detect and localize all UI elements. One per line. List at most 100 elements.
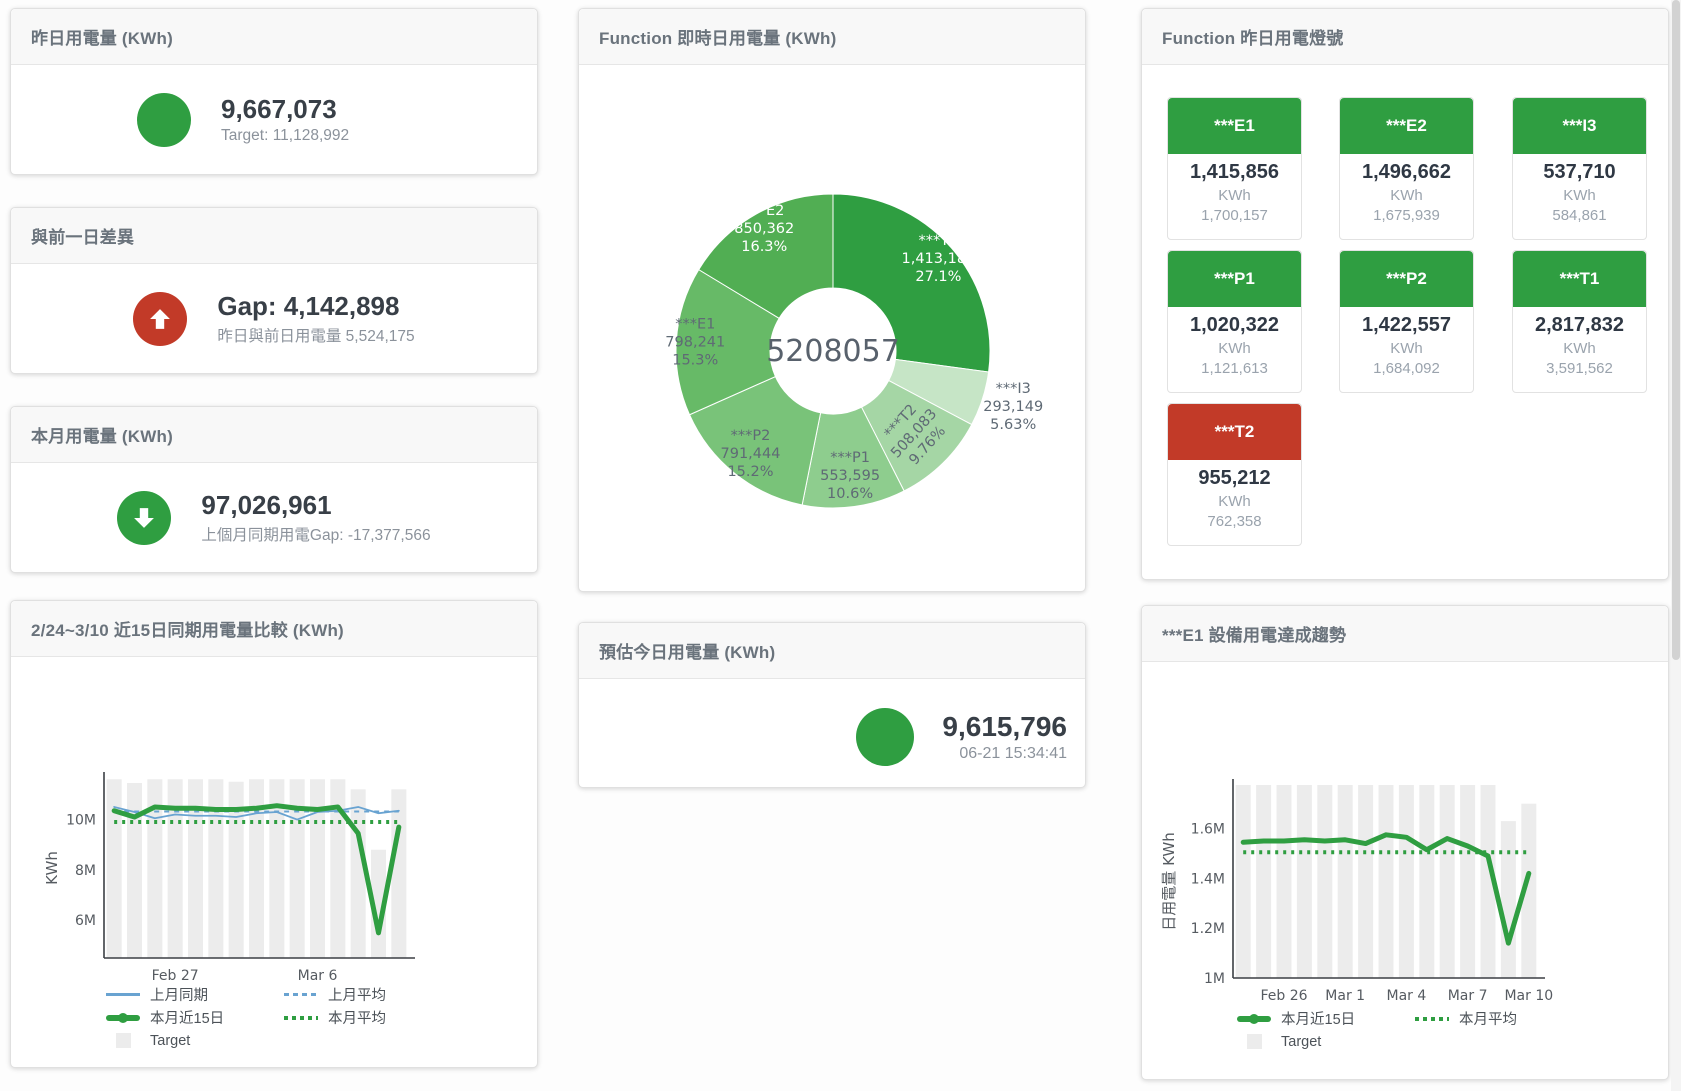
- x-tick-label: Mar 10: [1504, 988, 1553, 1004]
- donut-slice-P2[interactable]: [688, 375, 822, 506]
- series-line[interactable]: [113, 806, 400, 821]
- tile-unit: KWh: [1218, 187, 1251, 204]
- status-tile: ***I3 537,710 KWh 584,861: [1512, 97, 1647, 240]
- realtime-usage-donut-chart[interactable]: ***T1 1,413,183 27.1% ***I3 293,149 5.63% ***T…: [579, 65, 1087, 593]
- series-line[interactable]: [111, 803, 402, 936]
- kpi-body: 97,026,961 上個月同期用電Gap: -17,377,566: [11, 463, 537, 572]
- compare-line-bar-chart[interactable]: 6M 8M 10M Feb 27 Mar 6 KWh: [41, 751, 501, 986]
- target-bar[interactable]: [1317, 785, 1333, 978]
- target-bar[interactable]: [127, 783, 142, 958]
- estimate-text: 9,615,796 06-21 15:34:41: [942, 711, 1067, 763]
- tile-value: 1,415,856: [1190, 161, 1279, 183]
- target-bar[interactable]: [1378, 785, 1394, 978]
- donut-slice-T1[interactable]: [832, 193, 991, 373]
- card-header: Function 昨日用電燈號: [1142, 9, 1668, 65]
- target-bar[interactable]: [310, 779, 325, 958]
- tile-value: 955,212: [1198, 467, 1271, 489]
- legend-item[interactable]: 上月平均: [284, 984, 462, 1005]
- legend-thick-green-icon: [1237, 1013, 1271, 1024]
- tile-body: 1,422,557 KWh 1,684,092: [1340, 307, 1473, 377]
- target-bar[interactable]: [147, 779, 163, 958]
- x-tick-label: Feb 27: [152, 968, 199, 984]
- donut-slice-E2[interactable]: [698, 193, 834, 320]
- target-bar[interactable]: [330, 779, 346, 958]
- page-scrollbar-thumb[interactable]: [1672, 0, 1680, 660]
- tile-label: ***P1: [1168, 251, 1301, 307]
- donut-slice-label: ***T1 1,413,183 27.1%: [902, 233, 976, 285]
- target-bar[interactable]: [106, 779, 122, 958]
- legend-item[interactable]: Target: [106, 1030, 284, 1051]
- y-tick-label: 6M: [75, 913, 96, 929]
- target-bar[interactable]: [1480, 785, 1496, 978]
- target-bar[interactable]: [269, 779, 285, 958]
- card-title: 本月用電量 (KWh): [31, 427, 173, 446]
- x-tick-label: Feb 26: [1260, 988, 1307, 1004]
- compare-chart-card: 2/24~3/10 近15日同期用電量比較 (KWh) 6M 8M 10M Feb 2…: [10, 600, 538, 1068]
- kpi-text: Gap: 4,142,898 昨日與前日用電量 5,524,175: [217, 291, 414, 346]
- target-bar[interactable]: [1337, 785, 1353, 978]
- x-tick-label: Mar 7: [1448, 988, 1488, 1004]
- estimate-value: 9,615,796: [942, 710, 1067, 742]
- target-bar[interactable]: [1398, 785, 1414, 978]
- y-tick-label: 8M: [75, 863, 96, 879]
- legend-item[interactable]: 上月同期: [106, 984, 284, 1005]
- donut-slice-label: ***I3 293,149 5.63%: [983, 381, 1043, 433]
- card-title: 預估今日用電量 (KWh): [599, 643, 776, 662]
- kpi-card-yesterday: 昨日用電量 (KWh) 9,667,073 Target: 11,128,992: [10, 8, 538, 175]
- page-scrollbar-track[interactable]: [1671, 0, 1681, 1091]
- target-bar[interactable]: [1276, 785, 1292, 978]
- card-title: Function 昨日用電燈號: [1162, 29, 1344, 48]
- series-line[interactable]: [1240, 832, 1532, 946]
- card-title: ***E1 設備用電達成趨勢: [1162, 626, 1347, 645]
- tile-value: 2,817,832: [1535, 314, 1624, 336]
- compare-chart-legend: 上月同期 上月平均本月近15日 本月平均 Target: [106, 984, 462, 1051]
- target-bar[interactable]: [1439, 785, 1455, 978]
- green-status-circle-icon: [856, 707, 915, 766]
- target-bar[interactable]: [1500, 821, 1516, 978]
- tile-label: ***E1: [1168, 98, 1301, 154]
- legend-label: Target: [1281, 1033, 1322, 1050]
- legend-dot-green-icon: [284, 1015, 318, 1020]
- y-tick-label: 1.2M: [1191, 921, 1225, 937]
- target-bar[interactable]: [228, 781, 244, 958]
- target-bar[interactable]: [208, 779, 224, 958]
- target-bar[interactable]: [1358, 785, 1374, 978]
- legend-label: Target: [150, 1032, 191, 1049]
- donut-slice-label: ***E2 850,362 16.3%: [734, 203, 794, 255]
- target-bar[interactable]: [1419, 785, 1435, 978]
- kpi-subtext: 上個月同期用電Gap: -17,377,566: [201, 527, 431, 544]
- target-bar[interactable]: [1521, 803, 1537, 978]
- target-bar[interactable]: [391, 789, 407, 958]
- card-title: 2/24~3/10 近15日同期用電量比較 (KWh): [31, 621, 344, 640]
- tile-label: ***E2: [1340, 98, 1473, 154]
- tile-value: 1,422,557: [1362, 314, 1451, 336]
- tile-label: ***T2: [1168, 404, 1301, 460]
- target-bar[interactable]: [350, 789, 366, 958]
- legend-label: 本月近15日: [150, 1011, 225, 1027]
- status-tile: ***T2 955,212 KWh 762,358: [1167, 403, 1302, 546]
- tile-body: 1,496,662 KWh 1,675,939: [1340, 154, 1473, 224]
- target-bar[interactable]: [1235, 785, 1251, 978]
- lights-card: Function 昨日用電燈號 ***E1 1,415,856 KWh 1,700,1…: [1141, 8, 1669, 580]
- legend-item[interactable]: 本月近15日: [106, 1007, 284, 1028]
- legend-item[interactable]: 本月平均: [284, 1007, 462, 1028]
- target-bar[interactable]: [188, 779, 203, 958]
- target-bar[interactable]: [371, 849, 386, 958]
- legend-item[interactable]: 本月近15日: [1237, 1008, 1415, 1029]
- target-bar[interactable]: [1256, 785, 1272, 978]
- x-tick-label: Mar 6: [298, 968, 338, 984]
- legend-dot-green-icon: [1415, 1016, 1449, 1021]
- donut-slice-E1[interactable]: [675, 268, 780, 416]
- card-header: 2/24~3/10 近15日同期用電量比較 (KWh): [11, 601, 537, 657]
- donut-slice-label: ***E1 798,241 15.3%: [665, 316, 725, 368]
- tile-body: 2,817,832 KWh 3,591,562: [1513, 307, 1646, 377]
- legend-box-gray-icon: [116, 1033, 131, 1048]
- y-tick-label: 1.4M: [1191, 871, 1225, 887]
- legend-item[interactable]: Target: [1237, 1031, 1415, 1052]
- legend-item[interactable]: 本月平均: [1415, 1008, 1593, 1029]
- target-bar[interactable]: [1460, 785, 1476, 978]
- target-bar[interactable]: [1296, 785, 1312, 978]
- donut-slice-label: ***P1 553,595 10.6%: [820, 450, 880, 502]
- estimate-card: 預估今日用電量 (KWh) 9,615,796 06-21 15:34:41: [578, 622, 1086, 788]
- trend-line-bar-chart[interactable]: 1M 1.2M 1.4M 1.6M Feb 26 Mar 1 Mar 4 Mar 7 Mar 1…: [1152, 756, 1622, 1004]
